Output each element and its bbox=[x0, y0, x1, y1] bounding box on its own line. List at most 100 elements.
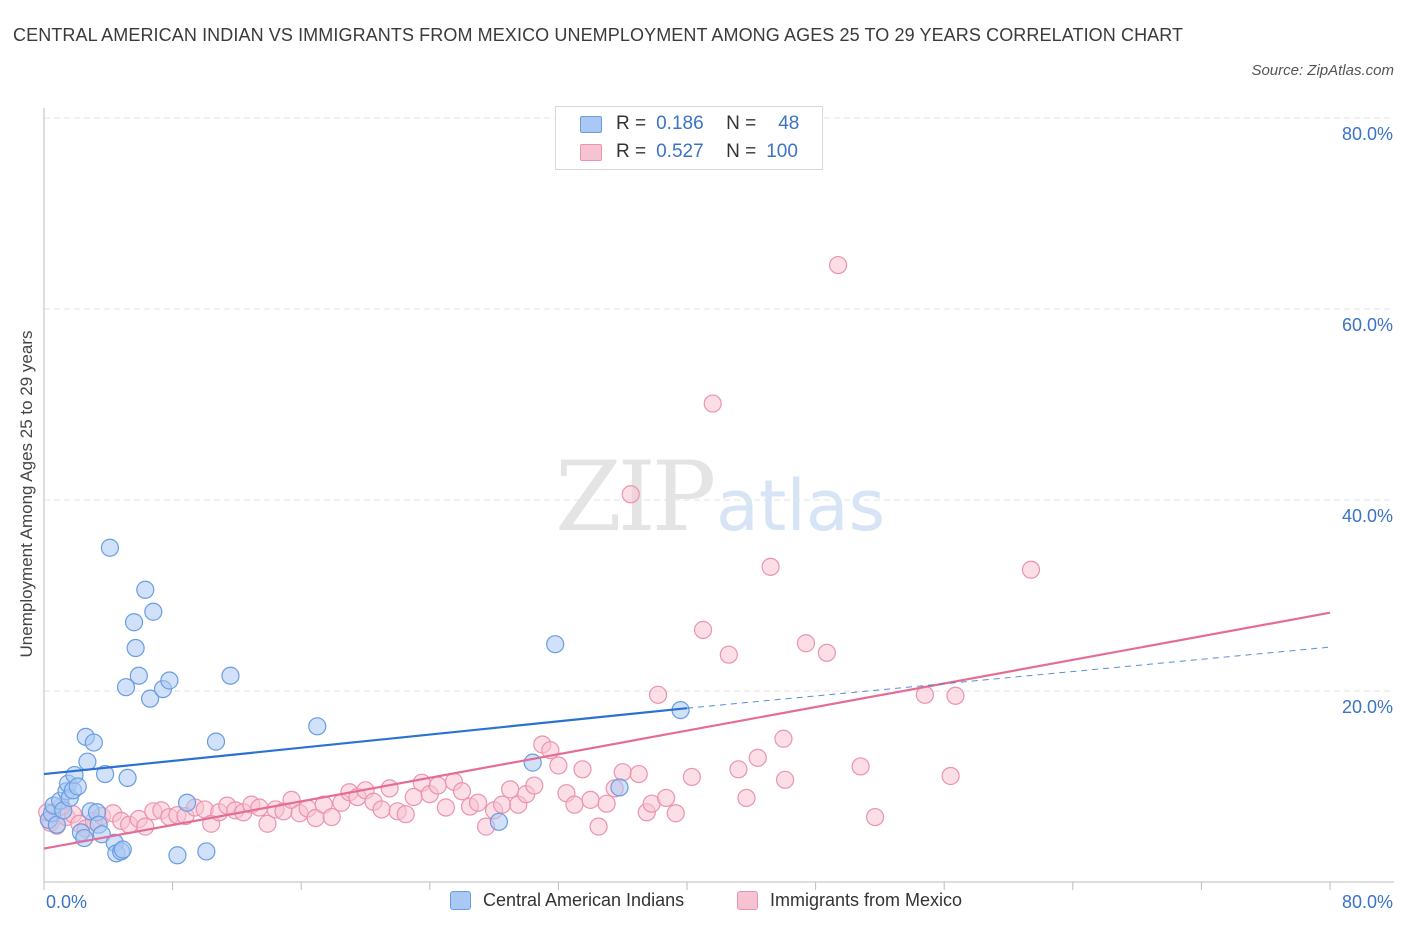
data-point-immigrants-from-mexico bbox=[666, 804, 685, 823]
data-point-immigrants-from-mexico bbox=[396, 805, 415, 824]
data-point-immigrants-from-mexico bbox=[737, 788, 756, 808]
data-point-immigrants-from-mexico bbox=[748, 748, 767, 767]
data-point-immigrants-from-mexico bbox=[501, 780, 520, 799]
data-point-immigrants-from-mexico bbox=[322, 807, 341, 827]
x-tick-label: 0.0% bbox=[46, 892, 87, 912]
data-point-immigrants-from-mexico bbox=[613, 763, 632, 782]
data-point-central-american-indians bbox=[118, 768, 137, 788]
data-point-central-american-indians bbox=[221, 666, 240, 685]
series-central-american-indians bbox=[39, 538, 690, 865]
legend-row-series-1: R = 0.186 N = 48 bbox=[580, 111, 799, 137]
data-point-immigrants-from-mexico bbox=[865, 807, 885, 827]
legend-row-series-2: R = 0.527 N = 100 bbox=[580, 139, 798, 165]
legend-r-value: 0.186 bbox=[656, 113, 704, 134]
data-point-immigrants-from-mexico bbox=[597, 794, 616, 813]
data-point-immigrants-from-mexico bbox=[941, 766, 960, 786]
series-immigrants-from-mexico bbox=[38, 255, 1041, 838]
data-point-central-american-indians bbox=[610, 778, 629, 797]
data-point-immigrants-from-mexico bbox=[629, 764, 648, 784]
watermark-atlas: atlas bbox=[716, 465, 885, 547]
data-point-immigrants-from-mexico bbox=[436, 798, 455, 817]
data-point-central-american-indians bbox=[100, 538, 120, 557]
data-point-central-american-indians bbox=[144, 602, 163, 621]
data-point-central-american-indians bbox=[546, 635, 565, 654]
legend-swatch-series-1 bbox=[580, 115, 602, 133]
data-point-central-american-indians bbox=[84, 733, 103, 752]
data-point-central-american-indians bbox=[140, 689, 160, 708]
data-point-central-american-indians bbox=[160, 671, 179, 690]
data-point-immigrants-from-mexico bbox=[581, 790, 600, 809]
y-tick-label: 60.0% bbox=[1342, 315, 1393, 335]
data-point-immigrants-from-mexico bbox=[648, 685, 668, 704]
data-point-central-american-indians bbox=[177, 793, 197, 812]
data-point-central-american-indians bbox=[126, 638, 145, 658]
data-point-central-american-indians bbox=[113, 840, 132, 859]
data-point-central-american-indians bbox=[129, 666, 148, 685]
data-point-immigrants-from-mexico bbox=[719, 645, 738, 664]
data-point-immigrants-from-mexico bbox=[258, 814, 277, 833]
legend-label-central-american-indians: Central American Indians bbox=[483, 890, 685, 910]
data-point-central-american-indians bbox=[116, 678, 136, 697]
data-point-immigrants-from-mexico bbox=[621, 485, 640, 504]
data-point-central-american-indians bbox=[308, 717, 327, 736]
data-point-central-american-indians bbox=[197, 842, 216, 861]
legend-label-immigrants-from-mexico: Immigrants from Mexico bbox=[770, 890, 963, 910]
trendline-central-american-indians bbox=[43, 707, 688, 776]
legend-item-immigrants-from-mexico: Immigrants from Mexico bbox=[737, 890, 962, 911]
source-label: Source: ZipAtlas.com bbox=[1251, 62, 1394, 79]
legend-n-label: N = bbox=[726, 113, 757, 134]
legend-r-label: R = bbox=[616, 141, 647, 162]
data-point-immigrants-from-mexico bbox=[829, 255, 848, 275]
y-tick-label: 80.0% bbox=[1342, 124, 1393, 144]
data-point-immigrants-from-mexico bbox=[549, 756, 568, 775]
legend-n-value: 100 bbox=[766, 141, 798, 162]
x-tick-label: 80.0% bbox=[1342, 892, 1393, 912]
data-point-central-american-indians bbox=[136, 580, 155, 599]
data-point-immigrants-from-mexico bbox=[468, 793, 488, 812]
data-point-immigrants-from-mexico bbox=[589, 817, 608, 836]
data-point-immigrants-from-mexico bbox=[573, 760, 592, 779]
data-point-immigrants-from-mexico bbox=[380, 779, 399, 798]
data-point-immigrants-from-mexico bbox=[657, 788, 676, 808]
legend-swatch-series-2 bbox=[580, 143, 602, 161]
data-point-central-american-indians bbox=[523, 753, 542, 772]
y-tick-label: 40.0% bbox=[1342, 506, 1393, 526]
trendline-extension-central-american-indians bbox=[686, 646, 1331, 709]
data-point-immigrants-from-mexico bbox=[774, 729, 793, 748]
data-point-immigrants-from-mexico bbox=[729, 760, 748, 779]
data-point-immigrants-from-mexico bbox=[682, 767, 701, 787]
data-point-immigrants-from-mexico bbox=[1021, 560, 1041, 579]
trend-lines bbox=[43, 611, 1331, 850]
data-point-immigrants-from-mexico bbox=[493, 795, 512, 814]
legend-swatch-immigrants-from-mexico bbox=[737, 891, 758, 910]
axes bbox=[43, 108, 1394, 890]
data-point-central-american-indians bbox=[168, 846, 187, 865]
data-point-immigrants-from-mexico bbox=[761, 557, 780, 576]
legend-item-central-american-indians: Central American Indians bbox=[450, 890, 684, 911]
data-point-immigrants-from-mexico bbox=[452, 782, 472, 801]
data-point-immigrants-from-mexico bbox=[428, 776, 447, 795]
data-point-immigrants-from-mexico bbox=[796, 634, 816, 653]
data-point-central-american-indians bbox=[68, 777, 87, 796]
legend-n-label: N = bbox=[726, 141, 757, 162]
data-point-immigrants-from-mexico bbox=[851, 757, 870, 776]
data-point-immigrants-from-mexico bbox=[703, 394, 722, 413]
watermark: ZIP atlas bbox=[555, 441, 885, 553]
data-point-immigrants-from-mexico bbox=[946, 686, 965, 705]
correlation-legend: R = 0.186 N = 48 R = 0.527 N = 100 bbox=[555, 106, 823, 170]
data-point-central-american-indians bbox=[206, 732, 226, 751]
y-tick-label: 20.0% bbox=[1342, 697, 1393, 717]
series-legend: Central American Indians Immigrants from… bbox=[0, 888, 1406, 916]
data-point-immigrants-from-mexico bbox=[136, 817, 155, 836]
data-point-immigrants-from-mexico bbox=[817, 643, 836, 662]
data-point-immigrants-from-mexico bbox=[565, 795, 584, 814]
data-point-immigrants-from-mexico bbox=[525, 776, 544, 795]
data-point-central-american-indians bbox=[78, 752, 97, 771]
data-point-central-american-indians bbox=[124, 613, 144, 632]
tick-labels: 20.0% 40.0% 60.0% 80.0% 0.0% 80.0% bbox=[46, 124, 1393, 912]
legend-swatch-central-american-indians bbox=[450, 891, 471, 910]
data-point-central-american-indians bbox=[75, 828, 94, 848]
trendline-immigrants-from-mexico bbox=[43, 611, 1331, 850]
data-point-immigrants-from-mexico bbox=[693, 620, 713, 639]
